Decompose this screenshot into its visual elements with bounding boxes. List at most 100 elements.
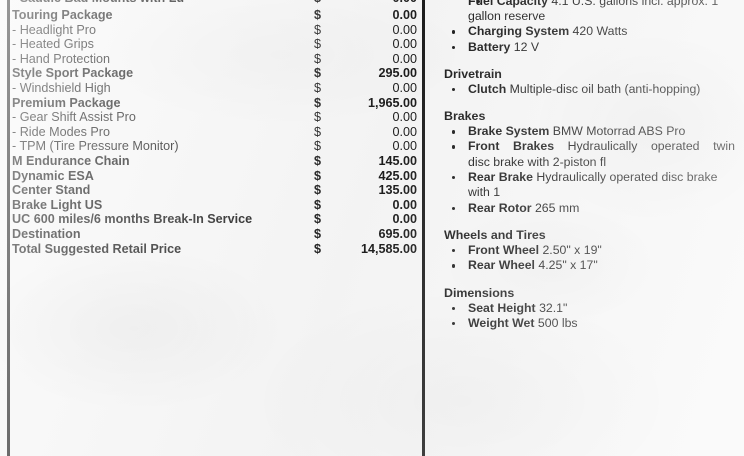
spec-value: Hydraulically operated disc brake	[532, 170, 718, 185]
bullet-icon	[452, 206, 456, 211]
table-row: - Gear Shift Assist Pro $ 0.00	[10, 110, 422, 125]
table-border-right	[422, 0, 425, 456]
table-row: Destination $ 695.00	[10, 227, 422, 242]
line-item-currency: $	[314, 153, 322, 168]
line-item-currency: $	[314, 22, 322, 37]
bullet-icon	[452, 87, 456, 92]
line-item-currency: $	[314, 95, 322, 110]
line-item-currency: $	[314, 183, 322, 198]
section-heading-wheels-and-tires: Wheels and Tires	[444, 227, 546, 242]
total-amount: 14,585.00	[360, 241, 417, 256]
line-item-currency: $	[314, 37, 322, 52]
line-item-currency: $	[314, 139, 322, 154]
table-row: Style Sport Package $ 295.00	[10, 66, 422, 81]
total-label: Total Suggested Retail Price	[12, 241, 182, 256]
section-spacer	[443, 216, 735, 227]
line-item-currency: $	[314, 197, 322, 212]
line-item-amount: 0.00	[392, 22, 417, 37]
bullet-icon	[452, 176, 456, 180]
list-item: Brake System BMW Motorrad ABS Pro	[443, 124, 735, 139]
spec-term: Weight Wet	[468, 315, 535, 330]
line-item-currency: $	[314, 51, 322, 66]
line-item-currency: $	[314, 124, 322, 139]
line-item-label: - Hand Protection	[12, 51, 111, 66]
table-row: Brake Light US $ 0.00	[10, 198, 422, 213]
list-item: Clutch Multiple-disc oil bath (anti-hopp…	[443, 82, 735, 97]
section-spacer	[443, 55, 735, 66]
section-heading-dimensions: Dimensions	[444, 285, 515, 300]
line-item-label: - Headlight Pro	[12, 22, 96, 37]
line-item-label: - Windshield High	[12, 80, 111, 95]
line-item-amount: 0.00	[392, 8, 417, 22]
table-row: - TPM (Tire Pressure Monitor) $ 0.00	[10, 139, 422, 154]
list-item: Rear Brake Hydraulically operated disc b…	[443, 170, 735, 201]
list-item: Weight Wet 500 lbs	[443, 316, 735, 331]
list-item: Rear Rotor 265 mm	[443, 201, 735, 216]
line-item-amount: 0.00	[392, 37, 417, 52]
table-row: - Hand Protection $ 0.00	[10, 52, 422, 67]
line-item-label: Center Stand	[12, 183, 91, 198]
spec-term: Clutch	[468, 81, 507, 96]
spec-term: Rear Rotor	[468, 200, 532, 215]
line-item-currency: $	[314, 80, 322, 95]
line-item-label: - Gear Shift Assist Pro	[12, 110, 136, 125]
list-item-continuation: disc brake with 2-piston fl	[468, 154, 607, 169]
line-item-amount: 0.00	[392, 110, 417, 125]
table-row: - Saddle Bag Mounts with Lu $ 0.00	[10, 0, 422, 8]
line-item-amount: 0.00	[392, 197, 417, 212]
spec-term: Front Wheel	[468, 242, 540, 257]
specifications-panel: Fuel Capacity 4.1 U.S. gallons incl. app…	[443, 0, 735, 456]
line-item-label: Style Sport Package	[12, 66, 134, 81]
spec-value: BMW Motorrad ABS Pro	[549, 124, 686, 139]
pricing-table-panel: - Saddle Bag Mounts with Lu $ 0.00 Touri…	[7, 0, 425, 456]
bullet-icon	[452, 248, 456, 253]
line-item-label: - Ride Modes Pro	[12, 124, 110, 139]
line-item-label: - Saddle Bag Mounts with Lu	[10, 0, 314, 2]
section-heading-brakes: Brakes	[444, 109, 486, 124]
section-spacer	[443, 97, 735, 108]
table-row: Center Stand $ 135.00	[10, 183, 422, 198]
line-item-amount: 0.00	[336, 0, 422, 4]
line-item-label: M Endurance Chain	[12, 153, 130, 168]
spec-term: Battery	[468, 39, 511, 54]
list-item: Front Wheel 2.50" x 19"	[443, 243, 735, 258]
table-row: - Windshield High $ 0.00	[10, 81, 422, 96]
list-item-continuation: gallon reserve	[468, 9, 546, 23]
table-row-total: Total Suggested Retail Price $ 14,585.00	[10, 242, 422, 257]
spec-term: Rear Brake	[468, 170, 533, 185]
spec-term: Front Brakes	[468, 139, 555, 154]
bullet-icon	[452, 130, 456, 134]
spec-term: Seat Height	[468, 300, 536, 315]
section-spacer	[443, 274, 735, 285]
line-item-label: Brake Light US	[12, 197, 103, 212]
line-item-currency: $	[314, 66, 322, 81]
line-item-amount: 0.00	[392, 124, 417, 139]
list-item: Seat Height 32.1"	[443, 301, 735, 316]
line-item-currency: $	[314, 212, 322, 227]
pricing-table-rows: - Saddle Bag Mounts with Lu $ 0.00 Touri…	[10, 0, 422, 256]
line-item-amount: 1,965.00	[367, 95, 417, 110]
spec-value: 32.1"	[535, 300, 568, 315]
section-heading-drivetrain: Drivetrain	[444, 66, 502, 81]
line-item-amount: 0.00	[392, 212, 417, 227]
list-item: Fuel Capacity 4.1 U.S. gallons incl. app…	[443, 0, 735, 9]
line-item-currency: $	[314, 226, 322, 241]
table-row: - Ride Modes Pro $ 0.00	[10, 125, 422, 140]
line-item-label: Destination	[12, 226, 81, 241]
spec-term: Brake System	[468, 124, 550, 139]
list-item-continuation: with 1	[468, 185, 501, 200]
table-row: Dynamic ESA $ 425.00	[10, 169, 422, 184]
list-item: Battery 12 V	[443, 40, 735, 55]
table-row: M Endurance Chain $ 145.00	[10, 154, 422, 169]
bullet-icon	[452, 306, 456, 310]
line-item-amount: 135.00	[378, 183, 417, 198]
spec-value: 2.50" x 19"	[539, 242, 602, 257]
spec-term: Rear Wheel	[468, 258, 535, 273]
spec-value: 265 mm	[531, 200, 580, 215]
line-item-amount: 0.00	[392, 80, 417, 95]
line-item-amount: 425.00	[378, 168, 417, 183]
total-currency: $	[314, 241, 322, 256]
table-row: UC 600 miles/6 months Break-In Service $…	[10, 212, 422, 227]
spec-value: 12 V	[510, 39, 540, 54]
table-row: Touring Package $ 0.00	[10, 8, 422, 23]
